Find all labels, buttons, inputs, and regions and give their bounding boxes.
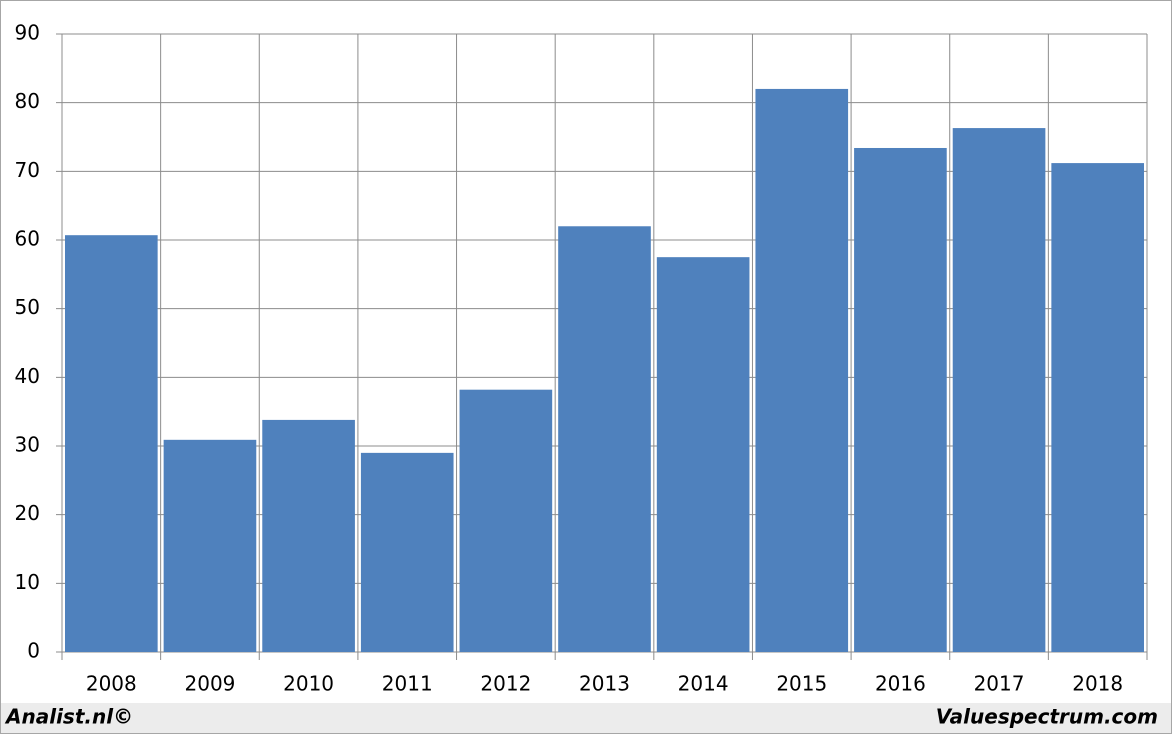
bar [854,147,947,652]
y-tick-label: 60 [15,227,40,251]
y-tick-label: 30 [15,433,40,457]
credit-left: Analist.nl© [4,705,133,729]
credit-right: Valuespectrum.com [936,705,1158,729]
x-tick-label: 2011 [382,672,433,696]
y-tick-label: 20 [15,501,40,525]
x-tick-label: 2012 [480,672,531,696]
bar [360,452,454,652]
x-tick-label: 2009 [185,672,236,696]
x-tick-label: 2018 [1072,672,1123,696]
x-tick-label: 2010 [283,672,334,696]
y-tick-label: 50 [15,295,40,319]
bar [1051,163,1144,653]
footer-band [1,703,1171,733]
bar [952,128,1046,652]
x-tick-label: 2017 [974,672,1025,696]
bar [65,235,158,652]
x-tick-label: 2015 [776,672,827,696]
bar [755,88,849,652]
x-tick-label: 2008 [86,672,137,696]
y-tick-label: 0 [27,639,40,663]
y-tick-label: 70 [15,158,40,182]
x-tick-label: 2016 [875,672,926,696]
x-tick-label: 2014 [678,672,729,696]
y-tick-label: 80 [15,89,40,113]
bar [262,419,355,652]
y-tick-label: 40 [15,364,40,388]
bar [459,389,553,652]
y-tick-label: 90 [15,21,40,45]
bar [656,257,750,652]
x-tick-label: 2013 [579,672,630,696]
bar [558,226,651,652]
y-tick-label: 10 [15,570,40,594]
bar [163,439,257,652]
